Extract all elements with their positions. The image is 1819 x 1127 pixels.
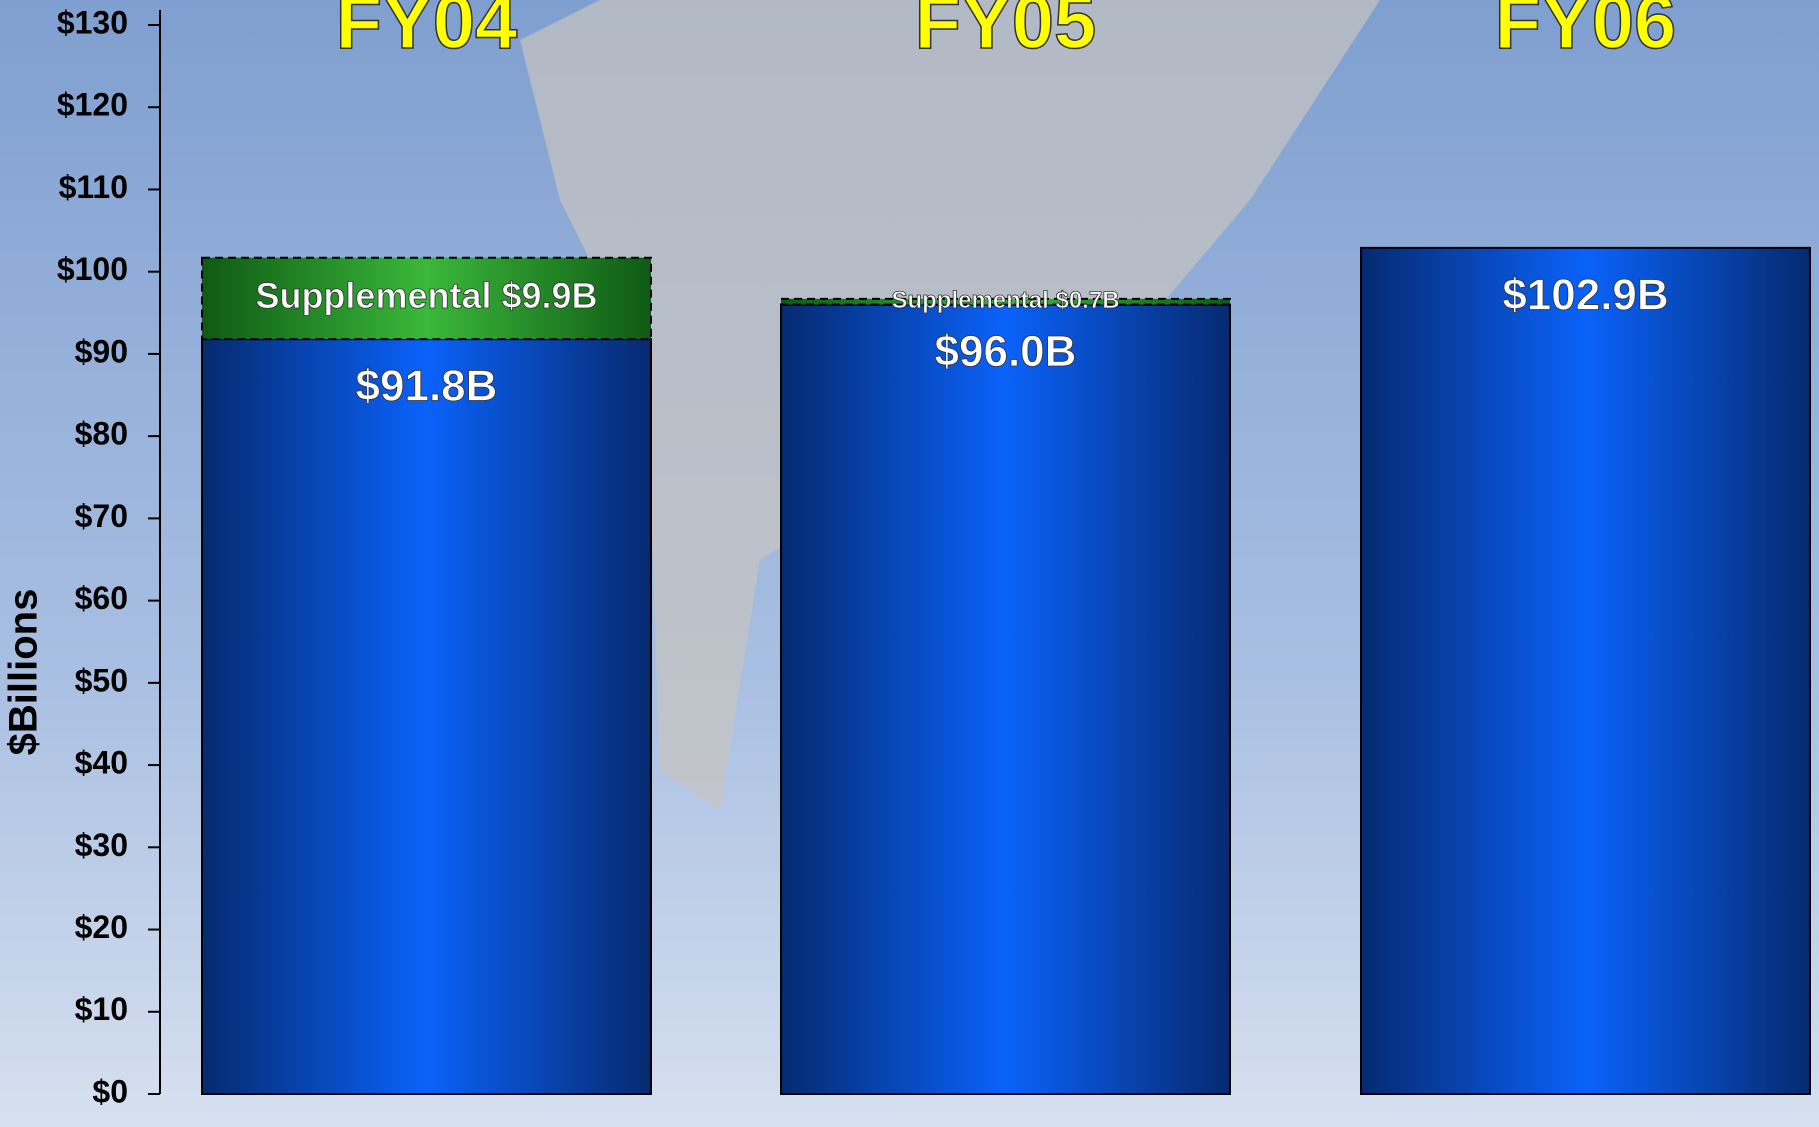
y-tick-label: $10 xyxy=(75,991,128,1027)
y-tick-label: $90 xyxy=(75,333,128,369)
y-axis-title: $Billions xyxy=(2,589,46,756)
category-label: FY05 xyxy=(915,0,1097,65)
y-tick-label: $20 xyxy=(75,909,128,945)
y-tick-label: $110 xyxy=(59,169,128,205)
value-label: Supplemental $0.7B xyxy=(891,287,1119,314)
y-tick-label: $80 xyxy=(75,416,128,452)
value-label: Supplemental $9.9B xyxy=(255,275,597,316)
category-label: FY04 xyxy=(336,0,518,65)
value-label: $96.0B xyxy=(935,327,1077,376)
category-label: FY06 xyxy=(1495,0,1677,65)
bar xyxy=(1361,248,1810,1094)
y-tick-label: $70 xyxy=(75,498,128,534)
y-tick-label: $120 xyxy=(57,87,128,123)
y-tick-label: $30 xyxy=(75,827,128,863)
bar xyxy=(202,339,651,1094)
value-label: $102.9B xyxy=(1502,270,1668,319)
y-tick-label: $40 xyxy=(75,745,128,781)
y-tick-label: $60 xyxy=(75,580,128,616)
chart: $Billions $0 $10 $20 $30 $40 $50 $60 $70 $80 $90 $… xyxy=(0,0,1819,1127)
y-tick-label: $130 xyxy=(57,4,128,40)
bar xyxy=(781,305,1230,1094)
value-label: $91.8B xyxy=(356,362,498,411)
y-tick-label: $0 xyxy=(92,1073,128,1109)
y-tick-label: $100 xyxy=(57,251,128,287)
y-tick-label: $50 xyxy=(75,662,128,698)
